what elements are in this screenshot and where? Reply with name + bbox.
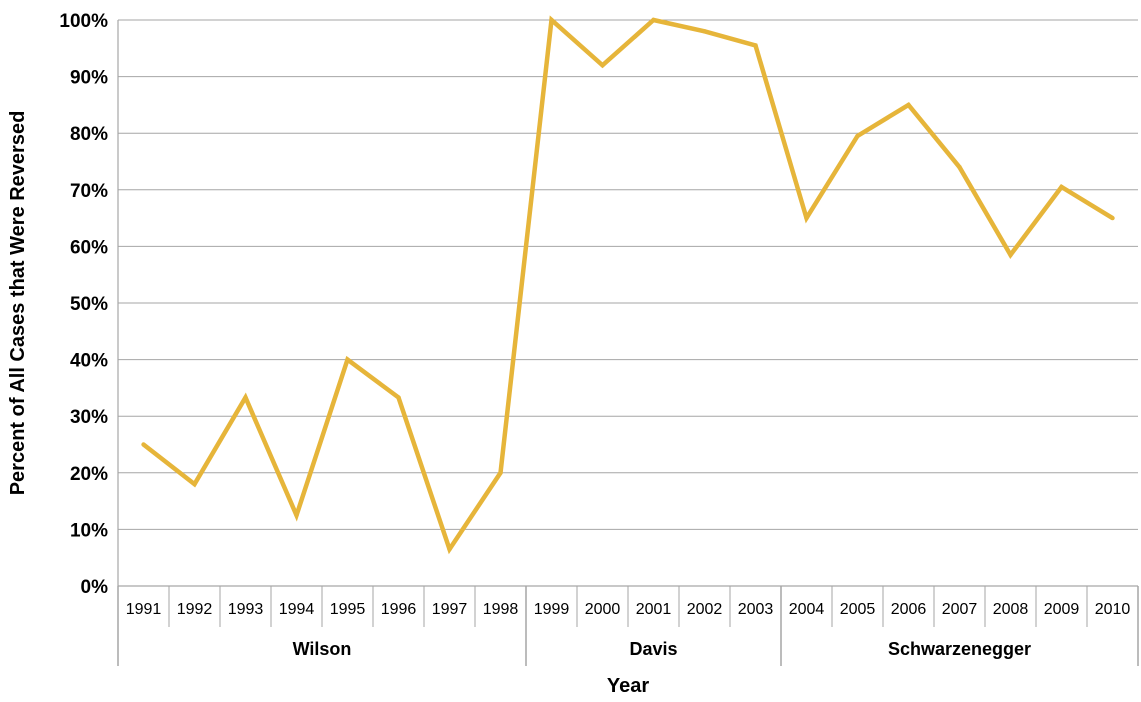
- x-group-label: Schwarzenegger: [888, 639, 1031, 659]
- x-tick-label: 1996: [381, 601, 417, 618]
- x-group-label: Wilson: [293, 639, 352, 659]
- x-tick-label: 2008: [993, 601, 1029, 618]
- x-tick-label: 2004: [789, 601, 825, 618]
- x-tick-label: 1993: [228, 601, 264, 618]
- x-tick-label: 2009: [1044, 601, 1080, 618]
- x-group-label: Davis: [629, 639, 677, 659]
- y-tick-label: 30%: [70, 407, 108, 428]
- y-tick-label: 50%: [70, 294, 108, 315]
- data-point: [753, 43, 758, 48]
- data-point: [906, 102, 911, 108]
- y-tick-label: 100%: [59, 11, 108, 32]
- data-point: [192, 481, 197, 487]
- data-point: [1059, 184, 1064, 190]
- data-point: [243, 395, 248, 400]
- y-tick-label: 90%: [70, 68, 108, 89]
- x-tick-label: 1997: [432, 601, 468, 618]
- x-tick-label: 2005: [840, 601, 876, 618]
- y-axis-ticks: 0% 10% 20% 30% 40% 50% 60% 70% 80% 90% 100%: [59, 11, 108, 598]
- data-point: [702, 29, 707, 34]
- data-point: [1110, 215, 1115, 221]
- gridlines: [117, 19, 1138, 587]
- data-point: [294, 513, 299, 518]
- x-axis: 1991 1992 1993 1994 1995 1996 1997 1998 1999 2000…: [117, 586, 1139, 666]
- x-tick-label: 2000: [585, 601, 621, 618]
- data-point: [600, 63, 605, 68]
- x-tick-label: 1998: [483, 601, 519, 618]
- x-tick-label: 1995: [330, 601, 366, 618]
- y-tick-label: 40%: [70, 351, 108, 372]
- x-tick-label: 2010: [1095, 601, 1131, 618]
- x-tick-label: 2002: [687, 601, 723, 618]
- data-point: [345, 357, 350, 362]
- data-point: [141, 442, 146, 447]
- y-tick-label: 0%: [81, 577, 109, 598]
- data-point: [447, 547, 452, 552]
- data-point: [549, 17, 554, 23]
- series-line: [142, 15, 1114, 555]
- x-tick-label: 2001: [636, 601, 672, 618]
- data-point: [396, 395, 401, 400]
- x-tick-label: 1999: [534, 601, 570, 618]
- y-tick-label: 10%: [70, 520, 108, 541]
- data-point: [804, 215, 809, 221]
- data-point: [957, 164, 962, 170]
- x-tick-label: 1991: [126, 601, 162, 618]
- x-axis-title: Year: [607, 675, 649, 697]
- data-point: [1008, 252, 1013, 258]
- data-point: [855, 133, 860, 139]
- y-tick-label: 60%: [70, 237, 108, 258]
- data-point: [498, 470, 503, 475]
- x-tick-label: 1992: [177, 601, 213, 618]
- y-tick-label: 70%: [70, 181, 108, 202]
- y-tick-label: 80%: [70, 124, 108, 145]
- x-tick-label: 2003: [738, 601, 774, 618]
- y-tick-label: 20%: [70, 464, 108, 485]
- x-tick-label: 2007: [942, 601, 978, 618]
- series-layer: [141, 15, 1115, 555]
- data-point: [651, 17, 656, 23]
- x-tick-label: 1994: [279, 601, 315, 618]
- x-tick-label: 2006: [891, 601, 927, 618]
- y-axis-title: Percent of All Cases that Were Reversed: [7, 111, 29, 496]
